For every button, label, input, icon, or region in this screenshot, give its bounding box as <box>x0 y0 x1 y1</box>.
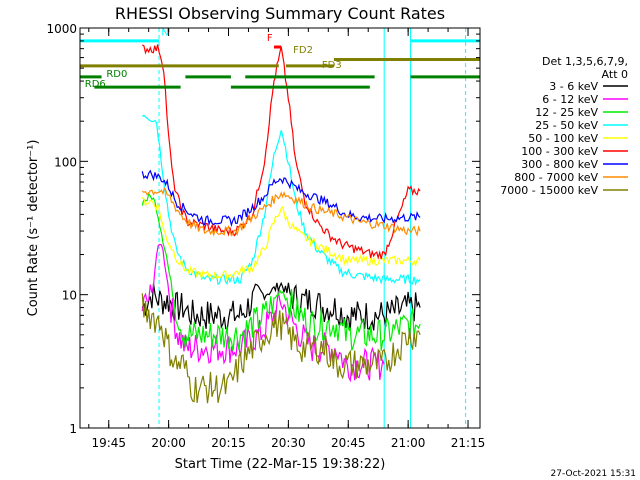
series-line-7 <box>141 187 421 237</box>
legend-label: 25 - 50 keV <box>535 119 598 132</box>
x-tick-label: 20:45 <box>331 436 366 450</box>
x-axis-label: Start Time (22-Mar-15 19:38:22) <box>175 457 386 472</box>
legend-label: 50 - 100 keV <box>528 132 598 145</box>
annotation-4: RD6 <box>85 79 106 90</box>
series-line-5 <box>142 44 421 260</box>
annotation-1: FD2 <box>293 45 313 56</box>
y-tick-label: 1000 <box>46 22 77 36</box>
x-tick-label: 19:45 <box>91 436 126 450</box>
x-tick-label: 20:30 <box>271 436 306 450</box>
y-tick-label: 1 <box>69 422 77 436</box>
date-stamp: 27-Oct-2021 15:31 <box>551 469 636 479</box>
legend-label: 6 - 12 keV <box>542 93 598 106</box>
legend-label: 3 - 6 keV <box>549 80 598 93</box>
series-line-1 <box>141 243 385 383</box>
series-line-8 <box>141 293 421 404</box>
plot-frame <box>79 27 481 429</box>
annotation-2: FD3 <box>322 60 342 71</box>
x-tick-label: 21:15 <box>451 436 486 450</box>
legend-header: Det 1,3,5,6,7,9, <box>542 55 628 68</box>
series-line-4 <box>141 196 421 283</box>
legend-header: Att 0 <box>602 68 628 81</box>
annotation-3: RD0 <box>106 69 127 80</box>
legend-label: 300 - 800 keV <box>521 158 598 171</box>
y-axis-label: Count Rate (s⁻¹ detector⁻¹) <box>26 140 41 317</box>
legend-label: 7000 - 15000 keV <box>500 184 598 197</box>
y-tick-label: 10 <box>62 289 77 303</box>
y-tick-label: 100 <box>54 155 77 169</box>
chart-title: RHESSI Observing Summary Count Rates <box>115 4 445 23</box>
plot-inner <box>80 28 480 428</box>
annotation-0: F <box>267 33 273 44</box>
annotation-5: N <box>161 27 168 38</box>
series-line-6 <box>141 169 421 228</box>
x-tick-label: 20:15 <box>211 436 246 450</box>
series-line-0 <box>141 281 421 332</box>
legend-label: 12 - 25 keV <box>535 106 598 119</box>
axes: 1 10 100 1000 19:45 20:00 20:15 20:30 20:45 21:00… <box>46 22 485 450</box>
legend-label: 800 - 7000 keV <box>514 171 598 184</box>
x-tick-label: 21:00 <box>391 436 426 450</box>
x-tick-label: 20:00 <box>151 436 186 450</box>
legend-label: 100 - 300 keV <box>521 145 598 158</box>
series-line-2 <box>141 192 421 351</box>
